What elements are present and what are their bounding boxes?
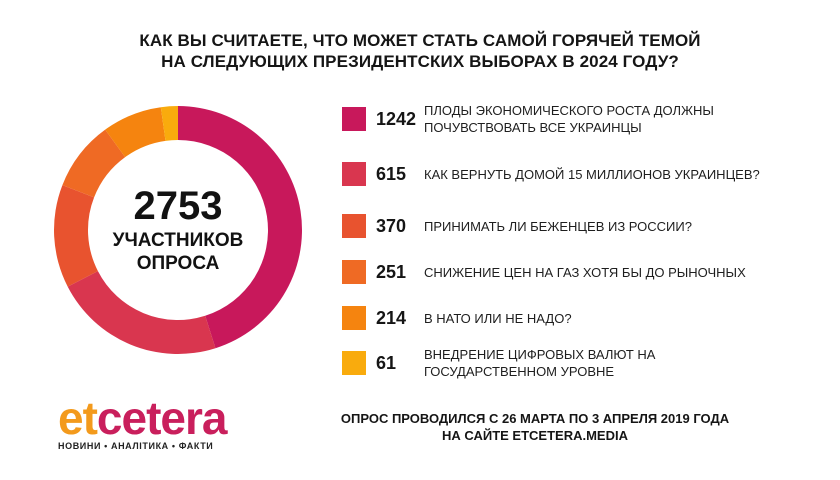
legend-value-2: 615 (376, 163, 407, 184)
chart-title-line2: НА СЛЕДУЮЩИХ ПРЕЗИДЕНТСКИХ ВЫБОРАХ В 202… (161, 52, 679, 71)
donut-slice-1 (178, 106, 302, 349)
legend-label-1: ПЛОДЫ ЭКОНОМИЧЕСКОГО РОСТА ДОЛЖНЫ ПОЧУВС… (424, 102, 714, 136)
legend-value-3: 370 (376, 215, 407, 236)
legend-label-2: КАК ВЕРНУТЬ ДОМОЙ 15 МИЛЛИОНОВ УКРАИНЦЕВ… (424, 166, 760, 182)
legend-swatch-4 (342, 260, 366, 284)
participants-label-line1: УЧАСТНИКОВ (112, 230, 244, 251)
etcetera-logo: etcetera НОВИНИ • АНАЛІТИКА • ФАКТИ (58, 395, 298, 456)
legend-label-6: ВНЕДРЕНИЕ ЦИФРОВЫХ ВАЛЮТ НА ГОСУДАРСТВЕН… (424, 346, 655, 380)
chart-title-line1: КАК ВЫ СЧИТАЕТЕ, ЧТО МОЖЕТ СТАТЬ САМОЙ Г… (139, 31, 701, 50)
legend-swatch-5 (342, 306, 366, 330)
logo-part-cetera: cetera (96, 392, 228, 444)
donut-slice-2 (67, 271, 216, 354)
legend-label-6-line1: ВНЕДРЕНИЕ ЦИФРОВЫХ ВАЛЮТ НА (424, 347, 656, 362)
legend-value-5: 214 (376, 307, 407, 328)
donut-slice-3 (53, 185, 98, 287)
logo-wordmark: etcetera (58, 395, 298, 441)
legend-swatch-1 (342, 107, 366, 131)
survey-note: ОПРОС ПРОВОДИЛСЯ С 26 МАРТА ПО 3 АПРЕЛЯ … (300, 410, 770, 444)
donut-chart (53, 106, 302, 354)
legend-label-4: СНИЖЕНИЕ ЦЕН НА ГАЗ ХОТЯ БЫ ДО РЫНОЧНЫХ (424, 264, 746, 280)
survey-note-line2: НА САЙТЕ ETCETERA.MEDIA (442, 428, 628, 443)
legend-label-5: В НАТО ИЛИ НЕ НАДО? (424, 310, 572, 326)
legend-item-3: 370 ПРИНИМАТЬ ЛИ БЕЖЕНЦЕВ ИЗ РОССИИ? (342, 214, 812, 238)
legend-swatch-2 (342, 162, 366, 186)
legend-item-2: 615 КАК ВЕРНУТЬ ДОМОЙ 15 МИЛЛИОНОВ УКРАИ… (342, 162, 812, 186)
legend-label-1-line2: ПОЧУВСТВОВАТЬ ВСЕ УКРАИНЦЫ (424, 120, 642, 135)
logo-part-et: et (58, 392, 98, 444)
donut-slice-4 (62, 129, 126, 198)
legend-label-3: ПРИНИМАТЬ ЛИ БЕЖЕНЦЕВ ИЗ РОССИИ? (424, 218, 692, 234)
legend-item-4: 251 СНИЖЕНИЕ ЦЕН НА ГАЗ ХОТЯ БЫ ДО РЫНОЧ… (342, 260, 812, 284)
legend-value-1: 1242 (376, 108, 417, 129)
legend-swatch-6 (342, 351, 366, 375)
legend-swatch-3 (342, 214, 366, 238)
donut-center: 2753 УЧАСТНИКОВ ОПРОСА (48, 100, 308, 360)
chart-title: КАК ВЫ СЧИТАЕТЕ, ЧТО МОЖЕТ СТАТЬ САМОЙ Г… (0, 30, 840, 72)
logo-tagline: НОВИНИ • АНАЛІТИКА • ФАКТИ (58, 441, 214, 451)
donut-slice-5 (105, 107, 166, 158)
legend-value-4: 251 (376, 261, 407, 282)
legend-label-6-line2: ГОСУДАРСТВЕННОМ УРОВНЕ (424, 364, 615, 379)
legend-item-5: 214 В НАТО ИЛИ НЕ НАДО? (342, 306, 812, 330)
donut-slice-6 (160, 106, 178, 141)
legend-item-6: 61 ВНЕДРЕНИЕ ЦИФРОВЫХ ВАЛЮТ НА ГОСУДАРСТ… (342, 346, 812, 380)
legend-label-1-line1: ПЛОДЫ ЭКОНОМИЧЕСКОГО РОСТА ДОЛЖНЫ (424, 103, 714, 118)
survey-note-line1: ОПРОС ПРОВОДИЛСЯ С 26 МАРТА ПО 3 АПРЕЛЯ … (340, 411, 730, 426)
legend-item-1: 1242 ПЛОДЫ ЭКОНОМИЧЕСКОГО РОСТА ДОЛЖНЫ П… (342, 102, 812, 136)
participants-label-line2: ОПРОСА (136, 253, 220, 274)
legend-value-6: 61 (376, 352, 397, 373)
total-participants: 2753 (133, 184, 223, 228)
